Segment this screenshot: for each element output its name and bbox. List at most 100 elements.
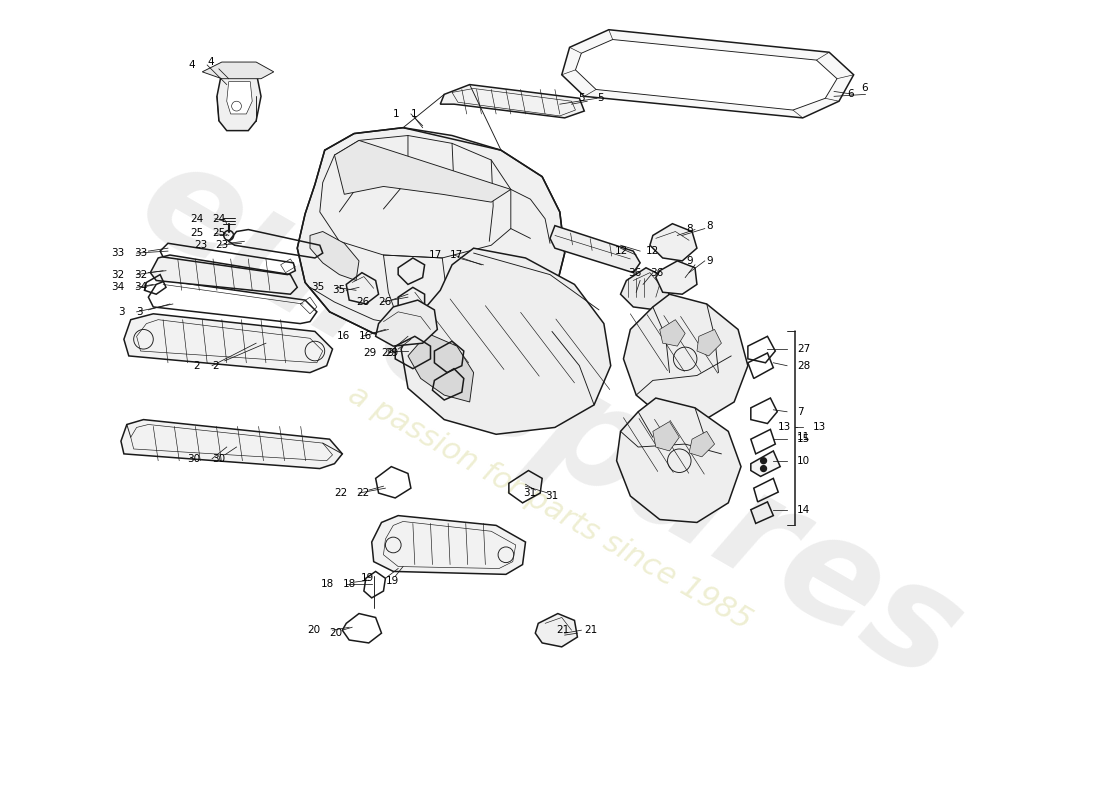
Polygon shape xyxy=(650,224,697,261)
Text: 10: 10 xyxy=(796,456,810,466)
Text: 3: 3 xyxy=(136,307,143,317)
Polygon shape xyxy=(575,39,837,110)
Text: 29: 29 xyxy=(385,348,398,358)
Text: 29: 29 xyxy=(363,348,376,358)
Text: 23: 23 xyxy=(214,240,228,250)
Polygon shape xyxy=(440,85,584,118)
Text: 9: 9 xyxy=(706,256,714,266)
Text: 34: 34 xyxy=(111,282,125,292)
Text: 26: 26 xyxy=(356,297,370,307)
Text: 20: 20 xyxy=(330,628,343,638)
Text: 12: 12 xyxy=(646,246,659,256)
Polygon shape xyxy=(536,614,578,647)
Text: 33: 33 xyxy=(134,248,147,258)
Text: 8: 8 xyxy=(686,223,693,234)
Polygon shape xyxy=(617,398,741,522)
Text: 5: 5 xyxy=(597,94,604,103)
Text: 1: 1 xyxy=(393,109,399,119)
Polygon shape xyxy=(121,419,342,469)
Text: 6: 6 xyxy=(847,90,854,99)
Polygon shape xyxy=(697,330,722,356)
Text: 34: 34 xyxy=(134,282,147,292)
Text: 21: 21 xyxy=(584,626,597,635)
Text: 33: 33 xyxy=(111,248,125,258)
Text: 2: 2 xyxy=(212,361,219,370)
Polygon shape xyxy=(151,255,297,294)
Text: 19: 19 xyxy=(385,576,398,586)
Text: 16: 16 xyxy=(337,331,350,342)
Text: 5: 5 xyxy=(579,94,585,103)
Text: 9: 9 xyxy=(686,256,693,266)
Text: 26: 26 xyxy=(378,297,392,307)
Text: 21: 21 xyxy=(557,626,570,635)
Text: 27: 27 xyxy=(796,344,810,354)
Polygon shape xyxy=(751,451,780,477)
Text: 6: 6 xyxy=(861,83,868,94)
Text: 31: 31 xyxy=(522,488,537,498)
Text: 13: 13 xyxy=(778,422,791,433)
Text: 18: 18 xyxy=(321,579,334,589)
Text: 35: 35 xyxy=(332,286,345,295)
Text: 22: 22 xyxy=(356,488,370,498)
Polygon shape xyxy=(660,320,685,346)
Polygon shape xyxy=(124,314,332,373)
Text: 28: 28 xyxy=(796,361,810,370)
Text: 24: 24 xyxy=(190,214,204,224)
Polygon shape xyxy=(372,515,526,574)
Text: 36: 36 xyxy=(650,268,663,278)
Polygon shape xyxy=(202,62,274,78)
Polygon shape xyxy=(392,314,412,331)
Text: 25: 25 xyxy=(212,229,226,238)
Text: 29: 29 xyxy=(382,348,395,358)
Polygon shape xyxy=(227,82,252,114)
Polygon shape xyxy=(398,258,425,285)
Text: 8: 8 xyxy=(706,221,714,230)
Polygon shape xyxy=(375,300,438,346)
Text: 17: 17 xyxy=(429,250,442,260)
Text: 19: 19 xyxy=(361,574,374,583)
Text: 31: 31 xyxy=(546,491,559,501)
Text: 11: 11 xyxy=(796,432,810,442)
Text: 16: 16 xyxy=(359,331,372,342)
Polygon shape xyxy=(656,261,697,294)
Polygon shape xyxy=(689,431,715,457)
Text: 35: 35 xyxy=(311,282,324,292)
Text: 7: 7 xyxy=(796,406,803,417)
Polygon shape xyxy=(297,128,564,339)
Polygon shape xyxy=(310,231,359,281)
Polygon shape xyxy=(334,141,510,202)
Text: 25: 25 xyxy=(190,229,204,238)
Text: 1: 1 xyxy=(411,109,418,119)
Text: 4: 4 xyxy=(207,57,213,67)
Text: 32: 32 xyxy=(111,270,125,280)
Polygon shape xyxy=(217,72,261,130)
Text: 23: 23 xyxy=(194,240,207,250)
Text: 14: 14 xyxy=(796,505,810,514)
Text: 24: 24 xyxy=(212,214,226,224)
Text: 32: 32 xyxy=(134,270,147,280)
Polygon shape xyxy=(624,294,748,422)
Text: 4: 4 xyxy=(189,60,196,70)
Text: 30: 30 xyxy=(212,454,226,464)
Text: 36: 36 xyxy=(628,268,641,278)
Text: a passion for parts since 1985: a passion for parts since 1985 xyxy=(343,380,757,635)
Polygon shape xyxy=(408,334,474,402)
Text: 30: 30 xyxy=(187,454,200,464)
Text: 13: 13 xyxy=(813,422,826,433)
Text: 2: 2 xyxy=(194,361,200,370)
Text: eurospares: eurospares xyxy=(116,128,984,711)
Text: 12: 12 xyxy=(615,246,628,256)
Text: 18: 18 xyxy=(342,579,355,589)
Polygon shape xyxy=(653,422,680,451)
Text: 22: 22 xyxy=(334,488,348,498)
Circle shape xyxy=(760,466,767,471)
Polygon shape xyxy=(402,248,610,434)
Circle shape xyxy=(760,458,767,464)
Polygon shape xyxy=(562,30,854,118)
Text: 3: 3 xyxy=(118,307,125,317)
Polygon shape xyxy=(550,226,640,273)
Text: 17: 17 xyxy=(450,250,463,260)
Text: 20: 20 xyxy=(308,626,321,635)
Text: 15: 15 xyxy=(796,434,810,444)
Polygon shape xyxy=(620,268,670,310)
